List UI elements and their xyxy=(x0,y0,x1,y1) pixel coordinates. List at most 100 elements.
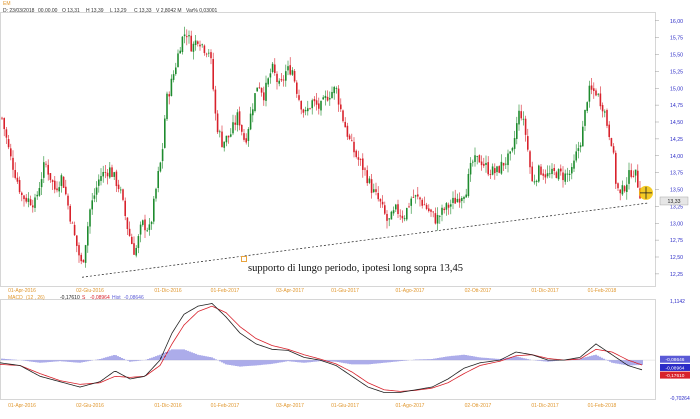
candle-body xyxy=(12,157,14,170)
candle-body xyxy=(621,185,624,195)
candle-body xyxy=(263,92,265,101)
candle-body xyxy=(249,113,252,130)
candle-body xyxy=(60,175,63,186)
candle-body xyxy=(637,170,639,188)
candle-body xyxy=(615,152,617,184)
candle-body xyxy=(487,162,489,175)
price-x-tick-label: 01-Giu-2017 xyxy=(331,288,359,294)
candle-body xyxy=(241,124,243,132)
candle-body xyxy=(366,170,368,184)
candle-body xyxy=(142,220,144,225)
macd-x-tick-label: 02-Ott-2017 xyxy=(465,403,492,409)
candle-body xyxy=(544,174,547,178)
candle-body xyxy=(601,105,604,112)
candle-body xyxy=(245,138,247,143)
candle-body xyxy=(18,180,21,193)
candle-body xyxy=(461,198,463,202)
candle-body xyxy=(577,148,580,151)
candle-body xyxy=(170,78,173,97)
macd-value-tag-label: -0,08646 xyxy=(666,357,685,363)
candle-body xyxy=(320,100,322,111)
macd-x-tick-label: 01-Apr-2016 xyxy=(8,403,36,409)
candle-body xyxy=(384,205,386,214)
price-y-tick-label: 16,00 xyxy=(670,19,683,25)
candle-body xyxy=(373,189,375,193)
candle-body xyxy=(47,164,49,175)
candle-body xyxy=(122,189,124,200)
candle-body xyxy=(500,161,503,174)
candle-body xyxy=(300,100,302,110)
macd-y-min-label: -0,70264 xyxy=(670,396,690,402)
candle-body xyxy=(353,141,355,153)
candle-body xyxy=(562,172,564,181)
candle-body xyxy=(390,211,393,220)
candle-body xyxy=(392,210,395,214)
price-x-tick-label: 01-Ago-2017 xyxy=(396,288,425,294)
macd-value-tag xyxy=(660,371,690,379)
candle-body xyxy=(67,195,69,206)
price-y-tick-label: 12,50 xyxy=(670,255,683,261)
candle-body xyxy=(560,168,562,172)
candle-body xyxy=(126,217,129,230)
candle-body xyxy=(71,222,74,224)
candle-body xyxy=(335,87,338,89)
candle-body xyxy=(269,73,272,78)
candle-body xyxy=(313,98,316,102)
candle-body xyxy=(531,166,533,182)
candle-body xyxy=(421,199,423,206)
candle-body xyxy=(388,218,390,220)
candle-body xyxy=(243,133,245,140)
candle-body xyxy=(520,111,522,119)
candle-body xyxy=(467,174,470,197)
candle-body xyxy=(540,166,542,175)
annotation-marker xyxy=(241,256,247,262)
candle-body xyxy=(575,151,577,161)
candle-body xyxy=(612,146,615,153)
candle-body xyxy=(549,173,551,175)
close-readout: C 13,33 xyxy=(134,8,152,14)
candle-body xyxy=(502,162,505,166)
candle-body xyxy=(507,153,509,166)
candle-body xyxy=(397,204,399,214)
macd-x-tick-label: 01-Dic-2016 xyxy=(154,403,181,409)
candle-body xyxy=(505,163,507,165)
candle-body xyxy=(595,90,597,96)
candle-body xyxy=(355,150,357,157)
support-trendline xyxy=(81,202,649,278)
candle-body xyxy=(282,79,285,81)
candle-body xyxy=(293,71,296,82)
candle-body xyxy=(568,173,571,175)
candle-body xyxy=(322,97,324,100)
candle-body xyxy=(381,201,384,205)
candle-body xyxy=(535,180,538,183)
price-y-tick-label: 15,50 xyxy=(670,53,683,59)
candle-body xyxy=(1,117,3,119)
candle-body xyxy=(102,171,104,177)
candle-body xyxy=(432,211,434,213)
macd-x-tick-label: 01-Ago-2017 xyxy=(396,403,425,409)
candle-body xyxy=(157,171,159,188)
var-readout: Var% 0,03001 xyxy=(186,8,218,14)
candle-body xyxy=(586,102,588,111)
candle-body xyxy=(10,148,12,157)
candle-body xyxy=(219,131,221,133)
macd-x-tick-label: 01-Giu-2017 xyxy=(331,403,359,409)
candle-body xyxy=(106,172,109,177)
candle-body xyxy=(150,221,153,225)
candle-body xyxy=(232,122,234,134)
candle-body xyxy=(14,169,16,178)
candle-body xyxy=(346,125,349,137)
candle-body xyxy=(254,93,256,112)
candle-body xyxy=(76,235,78,246)
candle-body xyxy=(452,197,454,203)
candle-body xyxy=(368,178,371,183)
candle-body xyxy=(54,180,56,190)
candle-body xyxy=(80,254,82,262)
candle-body xyxy=(133,243,135,255)
candle-body xyxy=(370,179,373,193)
price-y-tick-label: 15,00 xyxy=(670,86,683,92)
candle-body xyxy=(291,70,294,75)
candle-body xyxy=(315,100,318,105)
candle-body xyxy=(593,88,595,91)
